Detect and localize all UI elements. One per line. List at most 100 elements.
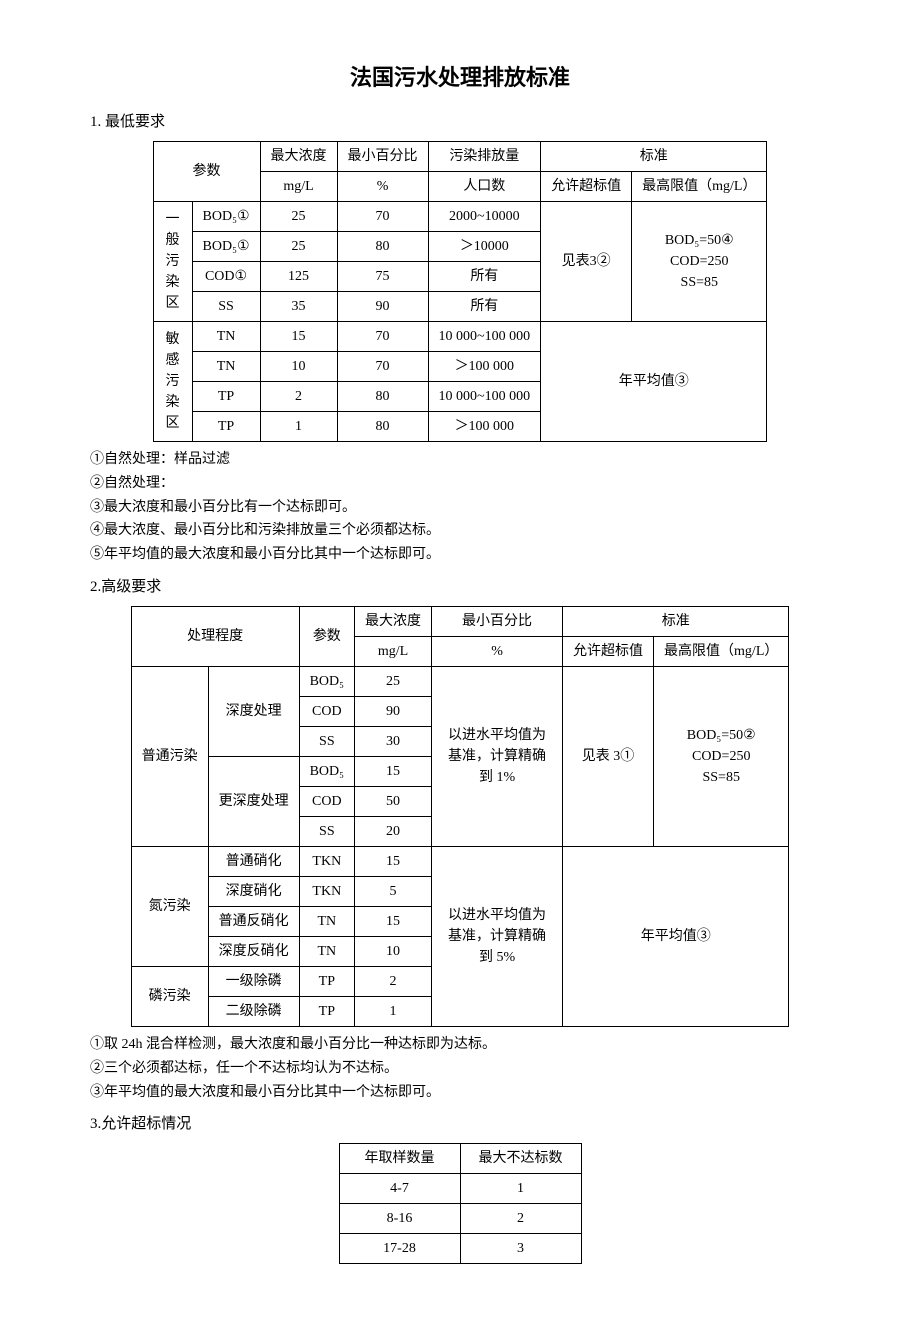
note: ①自然处理：样品过滤 (90, 448, 830, 472)
cell: TN (299, 906, 354, 936)
notes1: ①自然处理：样品过滤 ②自然处理： ③最大浓度和最小百分比有一个达标即可。 ④最… (90, 448, 830, 567)
cat-phosphorus: 磷污染 (131, 966, 208, 1026)
cell: 8-16 (339, 1204, 460, 1234)
table-min-requirements: 参数 最大浓度 最小百分比 污染排放量 标准 mg/L % 人口数 允许超标值 … (153, 141, 768, 442)
hdr-std: 标准 (541, 142, 767, 172)
cell: 75 (337, 262, 428, 292)
cat-nitrogen: 氮污染 (131, 846, 208, 966)
cell: 10 000~100 000 (428, 382, 541, 412)
cell: TKN (299, 846, 354, 876)
note: ②自然处理： (90, 472, 830, 496)
cell: TN (192, 322, 260, 352)
lv-deep: 深度处理 (208, 666, 299, 756)
hdr-pop: 人口数 (428, 172, 541, 202)
cell: 2 (260, 382, 337, 412)
cell: COD (299, 696, 354, 726)
cell: 2 (460, 1204, 581, 1234)
table-advanced-requirements: 处理程度 参数 最大浓度 最小百分比 标准 mg/L % 允许超标值 最高限值（… (131, 606, 790, 1027)
cell: 90 (355, 696, 432, 726)
note: ③年平均值的最大浓度和最小百分比其中一个达标即可。 (90, 1081, 830, 1105)
notes2: ①取 24h 混合样检测，最大浓度和最小百分比一种达标即为达标。 ②三个必须都达… (90, 1033, 830, 1104)
lv: 二级除磷 (208, 996, 299, 1026)
cell-allow2: 年平均值③ (563, 846, 789, 1026)
cell: 125 (260, 262, 337, 292)
lv: 普通反硝化 (208, 906, 299, 936)
hdr-minpct: 最小百分比 (432, 606, 563, 636)
cell: ＞10000 (428, 232, 541, 262)
cell: 30 (355, 726, 432, 756)
cell: 15 (260, 322, 337, 352)
note: ②三个必须都达标，任一个不达标均认为不达标。 (90, 1057, 830, 1081)
cell: TP (192, 412, 260, 442)
cell: 80 (337, 382, 428, 412)
cell: BOD₅ (299, 666, 354, 696)
cell: TN (192, 352, 260, 382)
cell-allow2: 年平均值③ (541, 322, 767, 442)
lv: 深度硝化 (208, 876, 299, 906)
note: ⑤年平均值的最大浓度和最小百分比其中一个达标即可。 (90, 543, 830, 567)
hdr-pct: % (432, 636, 563, 666)
note: ③最大浓度和最小百分比有一个达标即可。 (90, 496, 830, 520)
cell: 25 (260, 202, 337, 232)
cell: 80 (337, 412, 428, 442)
cell: 4-7 (339, 1174, 460, 1204)
cell: BOD₅ (299, 756, 354, 786)
hdr-maxlim: 最高限值（mg/L） (654, 636, 789, 666)
cell: 1 (355, 996, 432, 1026)
cell-pct1: 以进水平均值为基准，计算精确到 1% (432, 666, 563, 846)
cell: COD① (192, 262, 260, 292)
cell: 2 (355, 966, 432, 996)
cat-normal: 普通污染 (131, 666, 208, 846)
cell: 50 (355, 786, 432, 816)
cell: 3 (460, 1234, 581, 1264)
cell: 所有 (428, 292, 541, 322)
zone-sensitive: 敏感污染区 (153, 322, 192, 442)
hdr: 最大不达标数 (460, 1144, 581, 1174)
cell: 10 (355, 936, 432, 966)
cell: BOD₅① (192, 232, 260, 262)
cell: TP (299, 966, 354, 996)
cell: 1 (260, 412, 337, 442)
cell: TP (192, 382, 260, 412)
hdr-allow: 允许超标值 (563, 636, 654, 666)
section2-heading: 2.高级要求 (90, 575, 830, 596)
cell: 2000~10000 (428, 202, 541, 232)
cell: COD (299, 786, 354, 816)
hdr-mgL: mg/L (260, 172, 337, 202)
cell: 15 (355, 906, 432, 936)
cell-lim1: BOD₅=50② COD=250 SS=85 (654, 666, 789, 846)
cell: 所有 (428, 262, 541, 292)
note: ④最大浓度、最小百分比和污染排放量三个必须都达标。 (90, 519, 830, 543)
cell: SS (299, 726, 354, 756)
cell: 70 (337, 352, 428, 382)
hdr-emission: 污染排放量 (428, 142, 541, 172)
section1-heading: 1. 最低要求 (90, 110, 830, 131)
lv: 一级除磷 (208, 966, 299, 996)
page-title: 法国污水处理排放标准 (90, 60, 830, 92)
hdr-level: 处理程度 (131, 606, 299, 666)
cell: 25 (260, 232, 337, 262)
hdr-maxconc: 最大浓度 (355, 606, 432, 636)
cell: 10 (260, 352, 337, 382)
cell: 1 (460, 1174, 581, 1204)
cell-lim1: BOD₅=50④ COD=250 SS=85 (632, 202, 767, 322)
hdr-pct: % (337, 172, 428, 202)
cell: TP (299, 996, 354, 1026)
cell: 20 (355, 816, 432, 846)
hdr-std: 标准 (563, 606, 789, 636)
hdr-minpct: 最小百分比 (337, 142, 428, 172)
cell: ＞100 000 (428, 352, 541, 382)
cell-pct2: 以进水平均值为基准，计算精确到 5% (432, 846, 563, 1026)
hdr-maxlim: 最高限值（mg/L） (632, 172, 767, 202)
cell: ＞100 000 (428, 412, 541, 442)
cell: 70 (337, 322, 428, 352)
lv: 深度反硝化 (208, 936, 299, 966)
cell: 80 (337, 232, 428, 262)
cell: 90 (337, 292, 428, 322)
lv-deeper: 更深度处理 (208, 756, 299, 846)
cell: 35 (260, 292, 337, 322)
note: ①取 24h 混合样检测，最大浓度和最小百分比一种达标即为达标。 (90, 1033, 830, 1057)
cell: SS (192, 292, 260, 322)
hdr-param: 参数 (299, 606, 354, 666)
lv: 普通硝化 (208, 846, 299, 876)
